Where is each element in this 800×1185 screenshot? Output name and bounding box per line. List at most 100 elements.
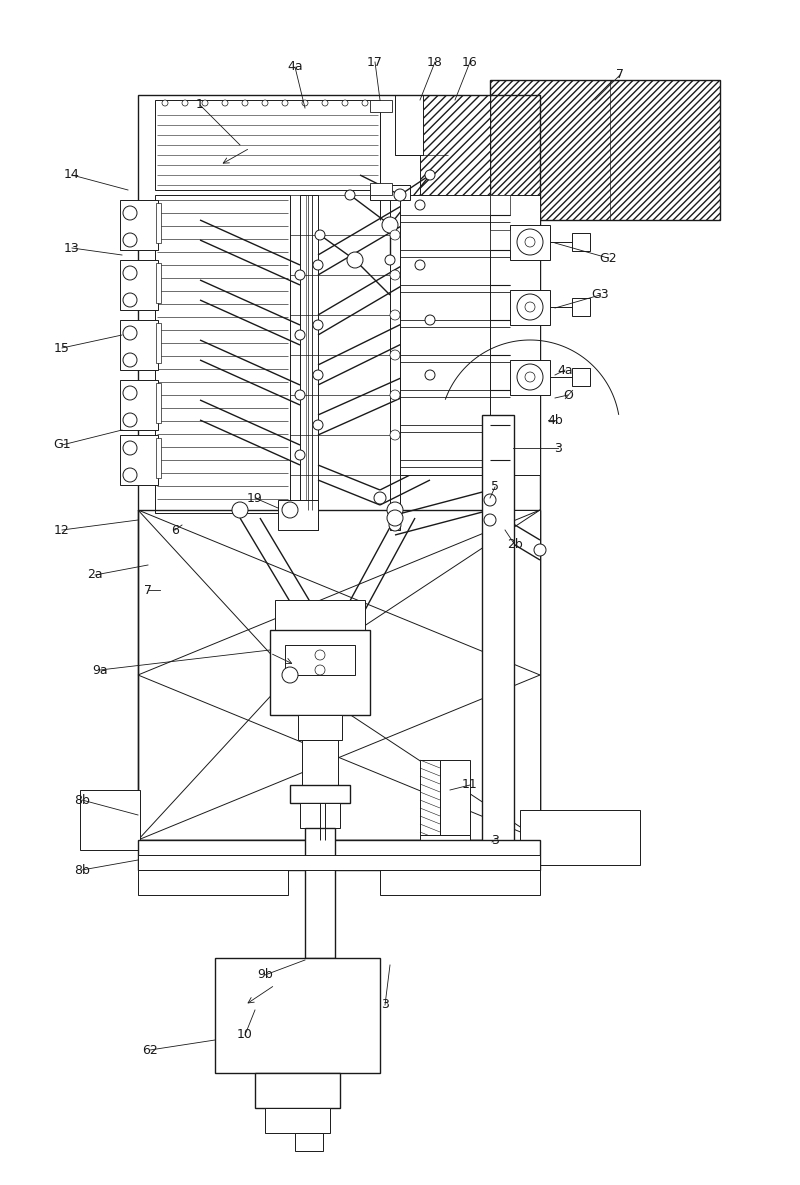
Bar xyxy=(306,196,312,530)
Text: G2: G2 xyxy=(599,251,617,264)
Text: 15: 15 xyxy=(54,341,70,354)
Bar xyxy=(380,870,540,895)
Bar xyxy=(420,760,440,835)
Bar xyxy=(120,260,158,310)
Circle shape xyxy=(242,100,248,105)
Circle shape xyxy=(123,441,137,455)
Circle shape xyxy=(362,100,368,105)
Circle shape xyxy=(262,100,268,105)
Bar xyxy=(138,95,540,840)
Bar xyxy=(370,182,392,196)
Bar xyxy=(488,448,503,463)
Text: 3: 3 xyxy=(381,999,389,1012)
Circle shape xyxy=(484,514,496,526)
Circle shape xyxy=(315,651,325,660)
Circle shape xyxy=(313,419,323,430)
Bar xyxy=(155,196,290,513)
Circle shape xyxy=(394,188,406,201)
Text: 11: 11 xyxy=(462,779,478,792)
Circle shape xyxy=(123,414,137,427)
Bar xyxy=(488,415,503,446)
Circle shape xyxy=(123,326,137,340)
Bar xyxy=(572,369,590,386)
Circle shape xyxy=(342,100,348,105)
Circle shape xyxy=(390,350,400,360)
Circle shape xyxy=(123,468,137,482)
Circle shape xyxy=(123,353,137,367)
Text: 19: 19 xyxy=(247,492,263,505)
Circle shape xyxy=(282,502,298,518)
Text: 5: 5 xyxy=(491,480,499,493)
Circle shape xyxy=(374,492,386,504)
Circle shape xyxy=(415,200,425,210)
Circle shape xyxy=(382,217,398,233)
Circle shape xyxy=(415,260,425,270)
Bar xyxy=(120,320,158,370)
Circle shape xyxy=(123,386,137,401)
Circle shape xyxy=(313,370,323,380)
Text: 2b: 2b xyxy=(507,538,523,551)
Circle shape xyxy=(123,293,137,307)
Bar xyxy=(278,500,318,530)
Circle shape xyxy=(313,320,323,329)
Text: Ø: Ø xyxy=(563,389,573,402)
Bar xyxy=(400,196,540,475)
Circle shape xyxy=(123,265,137,280)
Bar xyxy=(395,95,423,155)
Text: 7: 7 xyxy=(616,69,624,82)
Circle shape xyxy=(182,100,188,105)
Bar xyxy=(490,230,510,250)
Bar xyxy=(138,856,540,870)
Bar xyxy=(370,185,410,200)
Text: 3: 3 xyxy=(554,442,562,455)
Circle shape xyxy=(390,430,400,440)
Bar xyxy=(370,100,392,113)
Circle shape xyxy=(425,169,435,180)
Circle shape xyxy=(222,100,228,105)
Bar xyxy=(265,1108,330,1133)
Bar xyxy=(138,870,288,895)
Bar xyxy=(215,957,380,1072)
Bar xyxy=(295,1133,323,1151)
Bar xyxy=(420,95,490,205)
Circle shape xyxy=(162,100,168,105)
Circle shape xyxy=(390,270,400,280)
Bar xyxy=(255,1072,340,1108)
Bar xyxy=(155,100,380,190)
Circle shape xyxy=(295,270,305,280)
Bar xyxy=(490,81,720,220)
Bar xyxy=(290,784,350,803)
Bar xyxy=(390,196,400,530)
Text: 10: 10 xyxy=(237,1029,253,1042)
Text: 1: 1 xyxy=(196,98,204,111)
Text: 8b: 8b xyxy=(74,794,90,807)
Circle shape xyxy=(525,237,535,246)
Circle shape xyxy=(123,206,137,220)
Circle shape xyxy=(389,519,401,531)
Text: 9a: 9a xyxy=(92,664,108,677)
Circle shape xyxy=(425,370,435,380)
Bar xyxy=(510,360,550,395)
Bar xyxy=(300,803,340,828)
Bar xyxy=(120,380,158,430)
Bar xyxy=(156,324,161,363)
Bar xyxy=(520,811,640,865)
Bar xyxy=(156,263,161,303)
Bar xyxy=(490,510,540,840)
Circle shape xyxy=(282,100,288,105)
Bar xyxy=(285,645,355,675)
Circle shape xyxy=(295,329,305,340)
Text: 16: 16 xyxy=(462,56,478,69)
Circle shape xyxy=(387,510,403,526)
Text: 4a: 4a xyxy=(287,60,303,73)
Text: G3: G3 xyxy=(591,288,609,301)
Bar xyxy=(120,200,158,250)
Circle shape xyxy=(534,544,546,556)
Circle shape xyxy=(385,255,395,265)
Text: 9b: 9b xyxy=(257,968,273,981)
Text: 2a: 2a xyxy=(87,569,103,582)
Circle shape xyxy=(390,310,400,320)
Circle shape xyxy=(525,302,535,312)
Bar xyxy=(298,715,342,739)
Circle shape xyxy=(525,372,535,382)
